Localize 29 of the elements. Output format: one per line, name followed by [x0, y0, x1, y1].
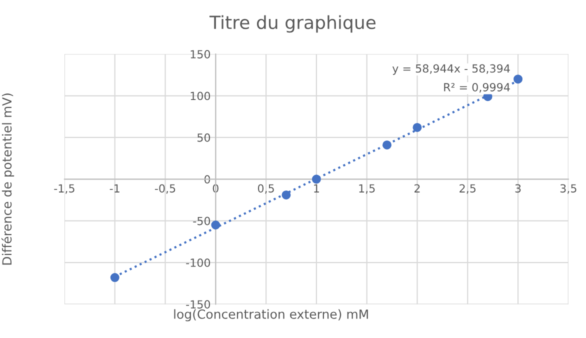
x-tick-label: 1 — [314, 184, 319, 192]
point — [412, 122, 422, 132]
point — [312, 174, 321, 184]
x-tick-label: 0 — [212, 184, 218, 193]
annotation: R² = 0,9994 — [444, 83, 510, 93]
y-tick-label: -100 — [186, 258, 210, 267]
chart-title: Titre du graphique — [209, 15, 376, 33]
x-tick-label: -1 — [110, 184, 120, 192]
y-tick-label: 150 — [190, 50, 210, 58]
point — [514, 74, 523, 84]
y-tick-label: -50 — [193, 216, 210, 226]
x-tick-label: 2,5 — [460, 184, 476, 194]
x-tick-label: -1,5 — [54, 184, 74, 194]
y-axis-title: Différence de potentiel mV) — [1, 94, 14, 265]
point — [211, 220, 220, 230]
point — [110, 273, 120, 282]
x-tick-label: -0,5 — [154, 184, 176, 194]
annotation: y = 58,944x - 58,394 — [392, 64, 510, 75]
y-tick-label: -150 — [186, 300, 210, 309]
point — [382, 140, 392, 150]
y-tick-label: 100 — [190, 92, 210, 100]
x-axis-title: log(Concentration externe) mM — [174, 309, 368, 322]
x-tick-label: 2 — [414, 184, 420, 192]
y-tick-label: 50 — [198, 133, 210, 142]
x-tick-label: 3 — [515, 184, 521, 193]
x-tick-label: 1,5 — [359, 184, 375, 194]
x-tick-label: 3,5 — [560, 184, 576, 194]
x-tick-label: 0,5 — [258, 184, 274, 194]
point — [282, 190, 291, 200]
